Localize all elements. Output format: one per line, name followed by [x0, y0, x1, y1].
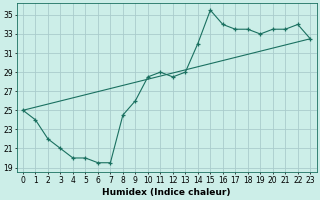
- X-axis label: Humidex (Indice chaleur): Humidex (Indice chaleur): [102, 188, 231, 197]
